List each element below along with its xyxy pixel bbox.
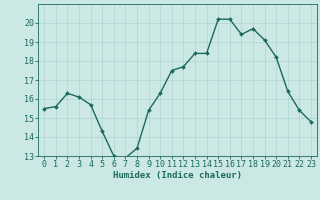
X-axis label: Humidex (Indice chaleur): Humidex (Indice chaleur) (113, 171, 242, 180)
